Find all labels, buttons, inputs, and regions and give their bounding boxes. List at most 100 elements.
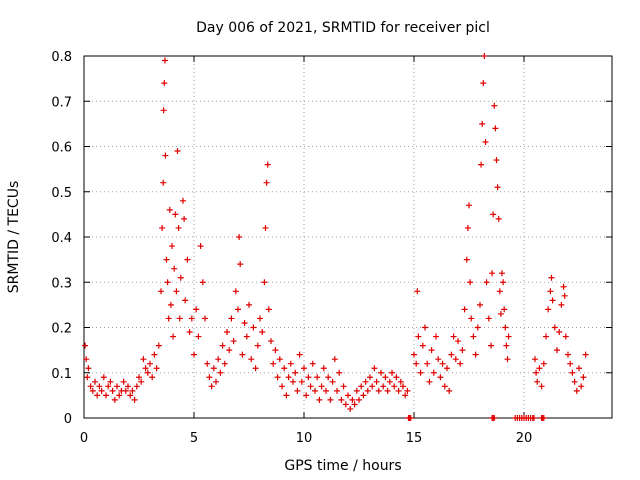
data-point [532, 356, 538, 363]
data-point [169, 243, 175, 250]
data-point [248, 356, 255, 363]
data-point [547, 288, 554, 295]
data-point [182, 297, 189, 304]
data-point [382, 374, 389, 381]
data-point [153, 365, 160, 372]
data-point [393, 374, 400, 381]
data-point [281, 365, 288, 372]
data-point [105, 383, 112, 390]
data-point [301, 365, 307, 372]
data-point [116, 392, 123, 399]
data-point [131, 396, 138, 403]
data-point [503, 342, 510, 349]
data-point [448, 351, 455, 358]
data-point [166, 206, 173, 213]
data-point [571, 378, 578, 385]
data-point [457, 360, 464, 367]
data-point [576, 365, 582, 372]
data-point [369, 383, 376, 390]
data-point [290, 378, 296, 385]
data-point [287, 360, 294, 367]
data-point [206, 374, 213, 381]
data-point [463, 256, 470, 263]
data-point [184, 256, 191, 263]
data-point [419, 342, 426, 349]
data-point [395, 387, 402, 394]
data-point [386, 378, 393, 385]
data-point [554, 347, 560, 354]
data-point [505, 333, 512, 340]
y-tick-label: 0.1 [51, 367, 72, 382]
data-point [103, 392, 109, 399]
data-point [562, 333, 569, 340]
data-point [254, 342, 261, 349]
data-point [224, 329, 230, 336]
x-tick-label: 0 [80, 431, 88, 446]
data-point [391, 383, 398, 390]
data-point [274, 374, 281, 381]
data-point [122, 387, 129, 394]
data-point [239, 351, 246, 358]
data-point [170, 333, 177, 340]
data-point [160, 107, 167, 114]
data-point [140, 356, 147, 363]
data-point [380, 383, 387, 390]
data-point [199, 279, 206, 286]
data-point [144, 369, 151, 376]
data-point [151, 351, 158, 358]
y-tick-label: 0.8 [51, 50, 72, 65]
data-point [450, 333, 457, 340]
data-point [494, 184, 501, 191]
data-point [573, 387, 580, 394]
data-point [133, 383, 140, 390]
data-point [296, 351, 303, 358]
data-point [358, 383, 365, 390]
data-point [158, 288, 164, 295]
data-point [404, 387, 411, 394]
data-point [320, 365, 327, 372]
data-point [327, 396, 334, 403]
data-point [549, 297, 556, 304]
data-point [307, 383, 314, 390]
data-point [303, 392, 310, 399]
data-point [176, 315, 183, 322]
data-point [323, 387, 329, 394]
data-point [485, 315, 492, 322]
data-point [138, 378, 145, 385]
data-point [193, 306, 200, 313]
data-point [262, 224, 269, 231]
data-point [367, 374, 373, 381]
data-point [415, 333, 422, 340]
data-point [331, 356, 338, 363]
data-point [426, 378, 433, 385]
data-point [197, 243, 204, 250]
data-point [490, 211, 497, 218]
data-point [155, 342, 162, 349]
data-point [338, 396, 345, 403]
data-point [312, 387, 318, 394]
data-point [181, 215, 188, 222]
data-point [569, 369, 576, 376]
data-point [364, 387, 371, 394]
data-point [186, 329, 193, 336]
data-point [441, 383, 448, 390]
data-point [466, 202, 472, 209]
data-point [413, 360, 420, 367]
data-point [496, 288, 503, 295]
data-point [467, 279, 474, 286]
data-point [493, 157, 500, 164]
data-point [180, 197, 186, 204]
data-point [226, 347, 233, 354]
data-point [422, 324, 428, 331]
data-point [551, 324, 558, 331]
data-point [565, 351, 571, 358]
x-tick-label: 15 [406, 431, 423, 446]
data-point [316, 396, 323, 403]
data-point [495, 215, 502, 222]
data-point [292, 369, 299, 376]
data-point [478, 161, 485, 168]
data-point [94, 392, 101, 399]
data-point [159, 224, 166, 231]
data-point [481, 53, 488, 59]
